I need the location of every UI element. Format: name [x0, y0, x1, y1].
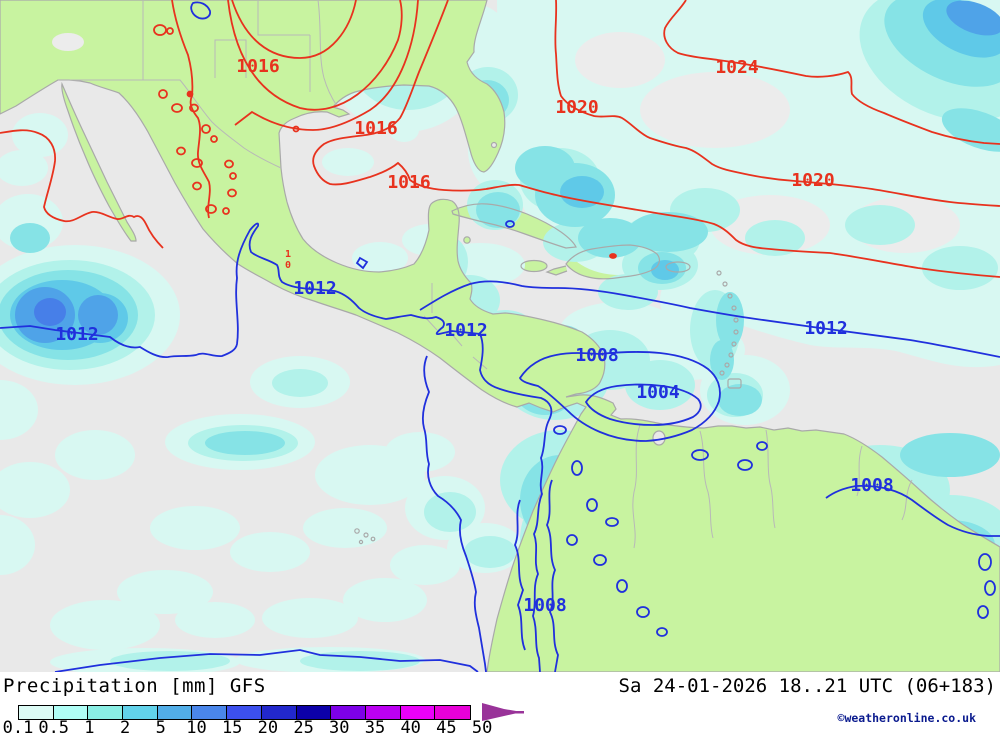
isobar-label: 1012 [804, 318, 847, 339]
legend-title: Precipitation [mm] GFS [3, 675, 266, 697]
isobar-label: 1008 [575, 345, 618, 366]
isobar-label: 1016 [236, 56, 279, 77]
legend-cell [331, 706, 366, 719]
isobar-labels-layer: 1016 1024 1020 1016 1016 1020 1012 1012 1012 1008… [55, 56, 893, 616]
isla-juventud [463, 236, 471, 244]
isobar-label: 1008 [523, 595, 566, 616]
legend-cell [53, 706, 89, 719]
legend-tick-label: 50 [471, 718, 493, 738]
coastline-layer [0, 0, 1000, 673]
colorbar-arrow [482, 703, 524, 721]
datetime-label: Sa 24-01-2026 18..21 UTC (06+183) [618, 675, 997, 697]
legend-cell [365, 706, 401, 719]
legend-cell [435, 706, 470, 719]
isobar-label: 1016 [387, 172, 430, 193]
isobar-red-layer [0, 0, 1000, 278]
legend-cell [88, 706, 124, 719]
legend-tick-label: 5 [155, 718, 166, 738]
legend-tick-label: 20 [257, 718, 279, 738]
isobar-label: 1004 [636, 382, 680, 403]
legend-tick-label: 2 [119, 718, 131, 738]
legend-tick-label: 0.1 [2, 718, 34, 738]
isobar-label: 0 [285, 260, 291, 271]
isobar-label: 1020 [555, 97, 598, 118]
colorbar-scale [18, 705, 471, 720]
jamaica [521, 260, 547, 272]
isobar-label: 1008 [850, 475, 893, 496]
isobar-label: 1 [285, 249, 291, 260]
legend-cell [400, 706, 436, 719]
legend-cell [192, 706, 228, 719]
isobar-label: 1012 [444, 320, 487, 341]
legend-tick-label: 15 [221, 718, 243, 738]
legend-tick-label: 10 [186, 718, 207, 738]
copyright: ©weatheronline.co.uk [837, 711, 976, 725]
isobar-label: 1012 [293, 278, 336, 299]
isobar-label: 1016 [354, 118, 397, 139]
legend: Precipitation [mm] GFS Sa 24-01-2026 18.… [0, 672, 1000, 738]
legend-tick-label: 40 [400, 718, 421, 738]
legend-tick-label: 25 [293, 718, 314, 738]
legend-cell [296, 706, 332, 719]
legend-cell [19, 706, 54, 719]
legend-tick-label: 35 [364, 718, 386, 738]
legend-tick-label: 0.5 [38, 718, 70, 738]
legend-cell [157, 706, 193, 719]
legend-cell [261, 706, 297, 719]
legend-tick-label: 30 [329, 718, 350, 738]
legend-tick-label: 1 [84, 718, 95, 738]
map-canvas: 1016 1024 1020 1016 1016 1020 1012 1012 1012 1008… [0, 0, 1000, 676]
isobar-blue-layer [0, 1, 1000, 673]
legend-tick-label: 45 [436, 718, 457, 738]
isobar-label: 1024 [715, 57, 759, 78]
isobar-label: 1012 [55, 324, 98, 345]
isobar-label: 1020 [791, 170, 834, 191]
legend-cell [227, 706, 262, 719]
legend-cell [123, 706, 158, 719]
